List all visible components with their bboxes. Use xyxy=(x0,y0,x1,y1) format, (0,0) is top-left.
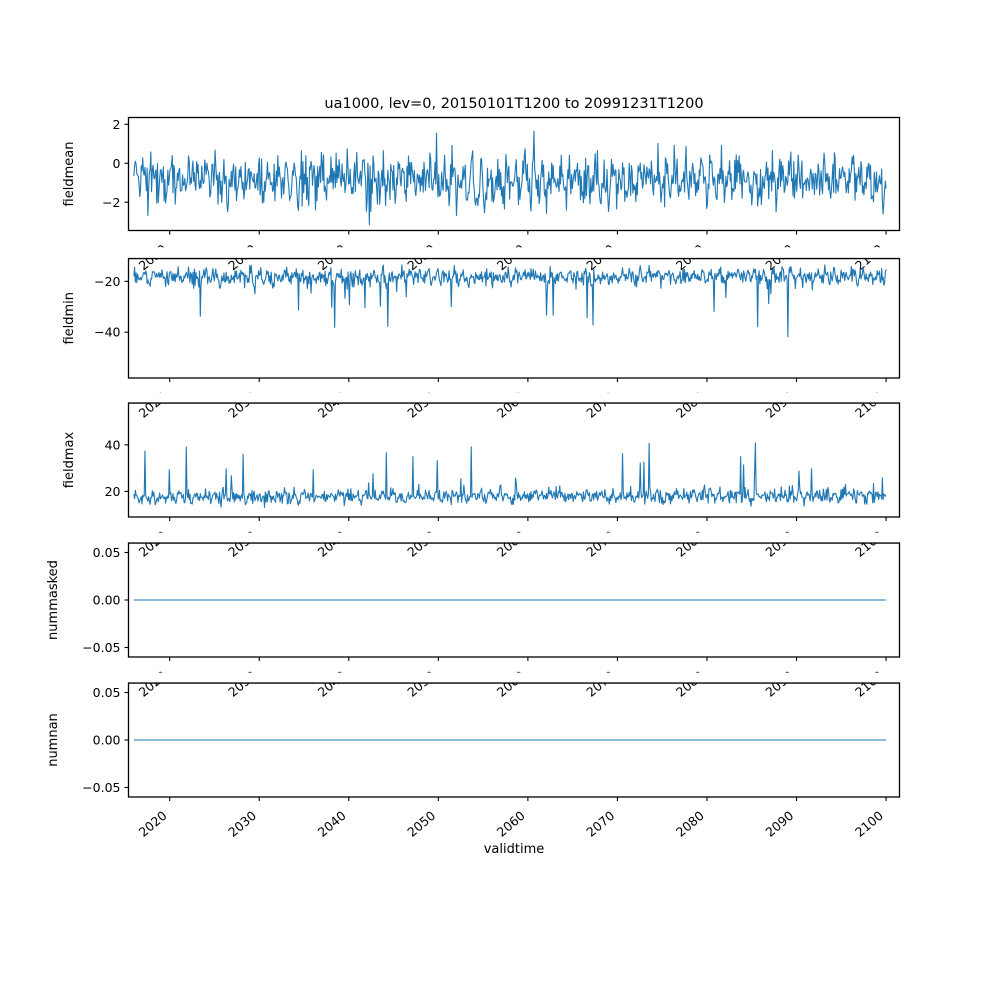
xtick-label-numnan-5: 2070 xyxy=(583,808,617,840)
ytick-label-nummasked-2: −0.05 xyxy=(82,640,120,655)
xtick-label-numnan-8: 2100 xyxy=(852,808,886,840)
xtick-label-nummasked-4: 2060 xyxy=(494,668,528,700)
xtick-label-fieldmax-6: 2080 xyxy=(673,528,707,560)
chart-title: ua1000, lev=0, 20150101T1200 to 20991231… xyxy=(324,96,703,112)
ytick-label-numnan-1: 0.00 xyxy=(93,733,121,748)
ytick-label-fieldmin-0: −20 xyxy=(94,274,120,289)
axes-frame-fieldmean xyxy=(127,116,901,232)
panel-gap-mask xyxy=(0,672,1000,684)
ylabel-fieldmin: fieldmin xyxy=(62,292,77,345)
ylabel-nummasked: nummasked xyxy=(46,560,61,640)
xtick-label-nummasked-1: 2030 xyxy=(225,668,259,700)
ytick-label-numnan-0: 0.05 xyxy=(93,685,121,700)
ytick-label-fieldmean-2: −2 xyxy=(102,195,120,210)
panel-gap-mask xyxy=(0,247,1000,259)
xtick-label-nummasked-8: 2100 xyxy=(852,668,886,700)
xtick-label-numnan-3: 2050 xyxy=(404,808,438,840)
xtick-label-numnan-6: 2080 xyxy=(673,808,707,840)
xtick-label-nummasked-5: 2070 xyxy=(583,668,617,700)
xtick-label-numnan-2: 2040 xyxy=(315,808,349,840)
ylabel-numnan: numnan xyxy=(46,713,61,767)
xtick-label-fieldmax-0: 2020 xyxy=(136,528,170,560)
ytick-label-fieldmin-1: −40 xyxy=(94,325,120,340)
xtick-label-numnan-0: 2020 xyxy=(136,808,170,840)
ytick-label-fieldmax-1: 20 xyxy=(105,484,121,499)
xtick-label-numnan-7: 2090 xyxy=(762,808,796,840)
ytick-label-nummasked-0: 0.05 xyxy=(93,545,121,560)
ylabel-fieldmean: fieldmean xyxy=(62,142,77,207)
ytick-label-nummasked-1: 0.00 xyxy=(93,593,121,608)
xtick-label-nummasked-3: 2050 xyxy=(404,668,438,700)
ytick-label-fieldmean-0: 2 xyxy=(113,117,121,132)
xtick-label-fieldmax-4: 2060 xyxy=(494,528,528,560)
xtick-label-numnan-1: 2030 xyxy=(225,808,259,840)
series-line-fieldmean xyxy=(133,130,887,226)
xtick-label-numnan-4: 2060 xyxy=(494,808,528,840)
ytick-label-fieldmean-1: 0 xyxy=(113,156,121,171)
xtick-label-fieldmax-5: 2070 xyxy=(583,528,617,560)
ytick-label-fieldmax-0: 40 xyxy=(105,437,121,452)
xtick-label-nummasked-2: 2040 xyxy=(315,668,349,700)
xtick-label-fieldmax-2: 2040 xyxy=(315,528,349,560)
series-line-fieldmax xyxy=(133,442,887,508)
series-line-fieldmin xyxy=(133,264,887,338)
panel-gap-mask xyxy=(0,393,1000,404)
ytick-label-numnan-2: −0.05 xyxy=(82,780,120,795)
xtick-label-fieldmax-1: 2030 xyxy=(225,528,259,560)
ylabel-fieldmax: fieldmax xyxy=(62,432,77,489)
xtick-label-nummasked-0: 2020 xyxy=(136,668,170,700)
xtick-label-fieldmax-8: 2100 xyxy=(852,528,886,560)
xlabel: validtime xyxy=(484,842,545,857)
xtick-label-nummasked-6: 2080 xyxy=(673,668,707,700)
xtick-label-fieldmax-7: 2090 xyxy=(762,528,796,560)
xtick-label-nummasked-7: 2090 xyxy=(762,668,796,700)
panel-gap-mask xyxy=(0,532,1000,544)
xtick-label-fieldmax-3: 2050 xyxy=(404,528,438,560)
